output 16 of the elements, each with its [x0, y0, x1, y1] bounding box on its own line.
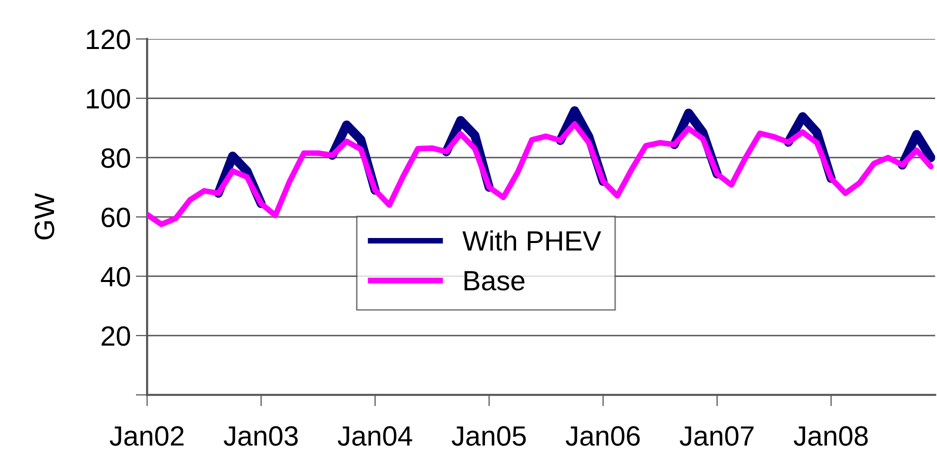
- x-tick-label: Jan05: [452, 426, 526, 446]
- legend-label: With PHEV: [462, 230, 602, 251]
- y-tick-label: 60: [102, 208, 130, 228]
- x-tick-label: Jan02: [110, 426, 184, 446]
- x-tick-label: Jan04: [338, 426, 412, 446]
- x-tick-label: Jan06: [566, 426, 640, 446]
- y-tick-label: 80: [101, 148, 130, 168]
- y-tick-label: 120: [86, 30, 130, 50]
- x-tick-label: Jan03: [224, 426, 298, 446]
- y-tick-label: 40: [100, 266, 130, 287]
- x-tick-label: Jan08: [794, 426, 868, 446]
- y-axis-title: GW: [34, 193, 54, 240]
- legend-label: Base: [464, 271, 524, 291]
- y-tick-label: 100: [86, 88, 130, 109]
- x-tick-label: Jan07: [680, 426, 754, 446]
- y-tick-label: 20: [102, 326, 130, 346]
